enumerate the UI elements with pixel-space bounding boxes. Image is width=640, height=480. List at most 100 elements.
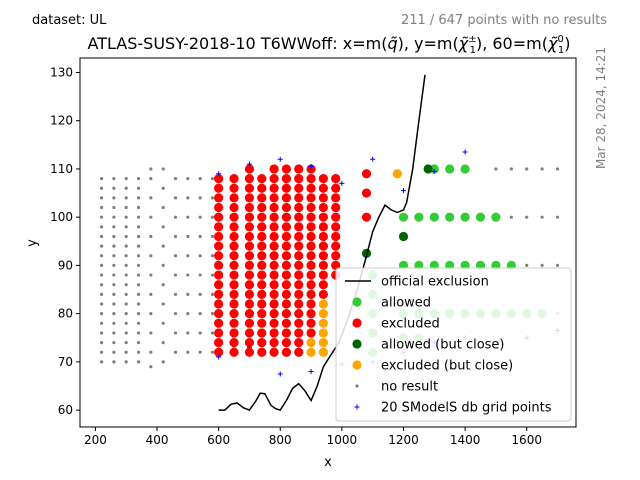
no-result-point [173, 196, 178, 200]
excluded-point [318, 212, 328, 222]
no-result-point [198, 196, 202, 200]
excluded-point [229, 222, 239, 232]
excluded-point [269, 260, 279, 271]
legend-label: official exclusion [381, 275, 489, 290]
x-tick-label: 1000 [327, 433, 358, 447]
excluded-point [281, 241, 292, 251]
excluded-point [281, 270, 292, 280]
no-result-point [112, 205, 116, 210]
excluded-point [294, 241, 304, 251]
excluded-point [244, 193, 255, 203]
no-result-point [540, 263, 544, 268]
excluded-point [257, 337, 267, 348]
no-result-point [198, 254, 202, 258]
no-result-point [161, 340, 165, 345]
no-result-point [124, 254, 128, 258]
excluded-point [294, 280, 304, 290]
chart-title: ATLAS-SUSY-2018-10 T6WWoff: x=m(q̃), y=m… [88, 34, 571, 56]
no-result-point [99, 263, 104, 268]
excluded-point [306, 183, 316, 193]
no-result-point [112, 321, 116, 325]
excluded-point [318, 193, 328, 203]
no-result-point [540, 167, 544, 171]
excluded-point [294, 260, 304, 271]
allowed-point [460, 164, 470, 174]
no-result-point [112, 225, 116, 229]
excluded-point [281, 309, 292, 319]
no-result-point [149, 273, 153, 277]
excluded-point [306, 173, 316, 184]
no-result-point [161, 167, 165, 171]
no-result-point [149, 234, 153, 239]
excluded-point [294, 299, 304, 309]
legend-swatch [352, 318, 362, 328]
no-result-point [525, 215, 529, 219]
no-result-point [186, 331, 190, 335]
excluded-point [318, 280, 328, 290]
no-result-point [124, 176, 128, 181]
excluded-point [294, 222, 304, 232]
title-neutralino-sup: 0 [557, 34, 563, 45]
title-chargino-sup: ± [468, 34, 476, 45]
no-result-point [99, 205, 104, 210]
excluded-point [269, 173, 279, 184]
excluded-point [214, 251, 224, 261]
no-result-point [124, 196, 128, 200]
excluded-point [294, 270, 304, 280]
y-tick-label: 130 [50, 65, 73, 79]
legend-entry-no-result: no result [355, 380, 438, 395]
no-result-point [136, 205, 141, 210]
x-tick-label: 200 [84, 433, 107, 447]
excluded-point [269, 202, 279, 213]
no-result-point [136, 244, 141, 248]
no-result-point [540, 215, 544, 219]
no-result-point [161, 205, 165, 210]
no-result-point [149, 331, 153, 335]
no-result-point [124, 340, 128, 345]
excluded-point [257, 183, 267, 193]
no-result-point [555, 215, 560, 219]
excluded-point [214, 173, 224, 184]
excluded-point [306, 193, 316, 203]
no-result-point [112, 302, 116, 306]
no-result-point [112, 176, 116, 181]
grid-point-marker [216, 354, 222, 360]
excluded-point [294, 202, 304, 213]
no-result-point [112, 254, 116, 258]
x-tick-label: 600 [207, 433, 230, 447]
excluded-close-point [318, 299, 328, 309]
no-result-point [149, 254, 153, 258]
excluded-point [269, 328, 279, 338]
legend-swatch [355, 384, 359, 388]
no-result-point [99, 350, 104, 354]
excluded-point [306, 328, 316, 338]
no-result-point [198, 176, 202, 181]
excluded-point [257, 212, 267, 222]
no-result-point [112, 196, 116, 200]
no-result-point [198, 234, 202, 239]
excluded-point [281, 202, 292, 213]
no-result-point [173, 273, 178, 277]
excluded-point [281, 173, 292, 184]
no-result-point [112, 186, 116, 190]
no-result-point [136, 360, 141, 364]
excluded-point [244, 318, 255, 328]
excluded-point [229, 289, 239, 299]
excluded-point [257, 289, 267, 299]
title-chargino-sub: 1 [470, 45, 476, 56]
no-result-point [124, 273, 128, 277]
excluded-point [294, 231, 304, 242]
no-result-point [112, 292, 116, 296]
legend-swatch [352, 297, 362, 307]
no-result-point [136, 273, 141, 277]
grid-point-marker [462, 149, 468, 155]
no-result-point [99, 312, 104, 316]
excluded-point [306, 280, 316, 290]
plot-area [79, 57, 577, 428]
excluded-point [318, 260, 328, 271]
no-result-point [124, 292, 128, 296]
no-result-point [136, 215, 141, 219]
excluded-point [318, 202, 328, 213]
no-result-point [124, 360, 128, 364]
legend-entry-excluded-close: excluded (but close) [352, 359, 513, 374]
